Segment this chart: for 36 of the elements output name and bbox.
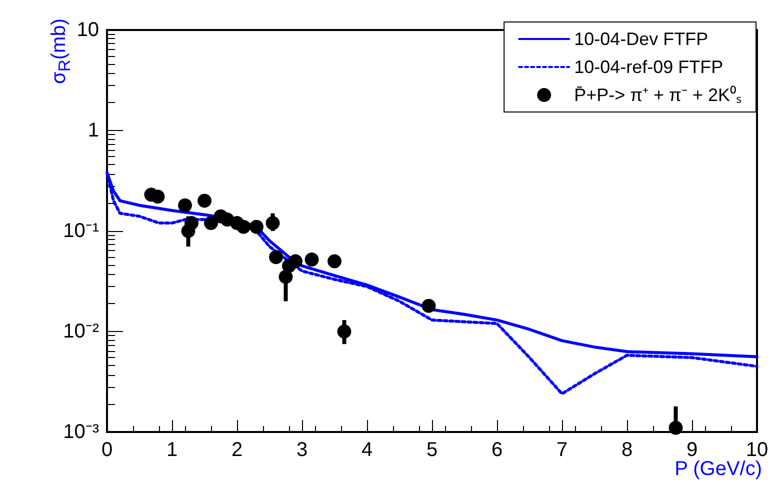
x-tick-label: 9 xyxy=(686,439,698,461)
point xyxy=(278,270,293,284)
point xyxy=(198,194,212,208)
y-tick-label: 10⁻² xyxy=(63,320,100,342)
x-tick-label: 4 xyxy=(361,439,373,461)
legend-label: 10-04-Dev FTFP xyxy=(574,29,708,49)
point xyxy=(337,324,352,338)
y-tick-label: 1 xyxy=(88,120,99,142)
point xyxy=(250,220,264,234)
point xyxy=(288,254,302,268)
point xyxy=(668,420,683,435)
point xyxy=(184,216,198,230)
x-tick-label: 1 xyxy=(166,439,178,461)
x-tick-label: 2 xyxy=(231,439,243,461)
x-tick-label: 3 xyxy=(296,439,308,461)
x-tick-label: 10 xyxy=(746,439,768,461)
point xyxy=(178,198,192,212)
point xyxy=(422,298,436,313)
x-tick-label: 5 xyxy=(426,439,438,461)
point xyxy=(304,252,319,267)
point xyxy=(150,190,165,204)
point xyxy=(236,220,250,234)
point xyxy=(328,254,342,268)
y-tick-label: 10⁻¹ xyxy=(63,220,100,242)
y-tick-label: 10⁻³ xyxy=(63,421,100,443)
x-tick-label: 7 xyxy=(556,439,568,461)
x-tick-label: 8 xyxy=(621,439,633,461)
point xyxy=(266,216,280,230)
legend-label: 10-04-ref-09 FTFP xyxy=(574,57,724,77)
legend-label: P̄+P-> π⁺ + π⁻ + 2K⁰ₛ xyxy=(574,85,742,105)
x-tick-label: 0 xyxy=(101,439,113,461)
x-tick-label: 6 xyxy=(491,439,503,461)
y-tick-label: 10 xyxy=(76,19,99,41)
point xyxy=(204,216,218,230)
x-axis-title: P (GeV/c) xyxy=(674,458,762,480)
point xyxy=(269,250,283,264)
